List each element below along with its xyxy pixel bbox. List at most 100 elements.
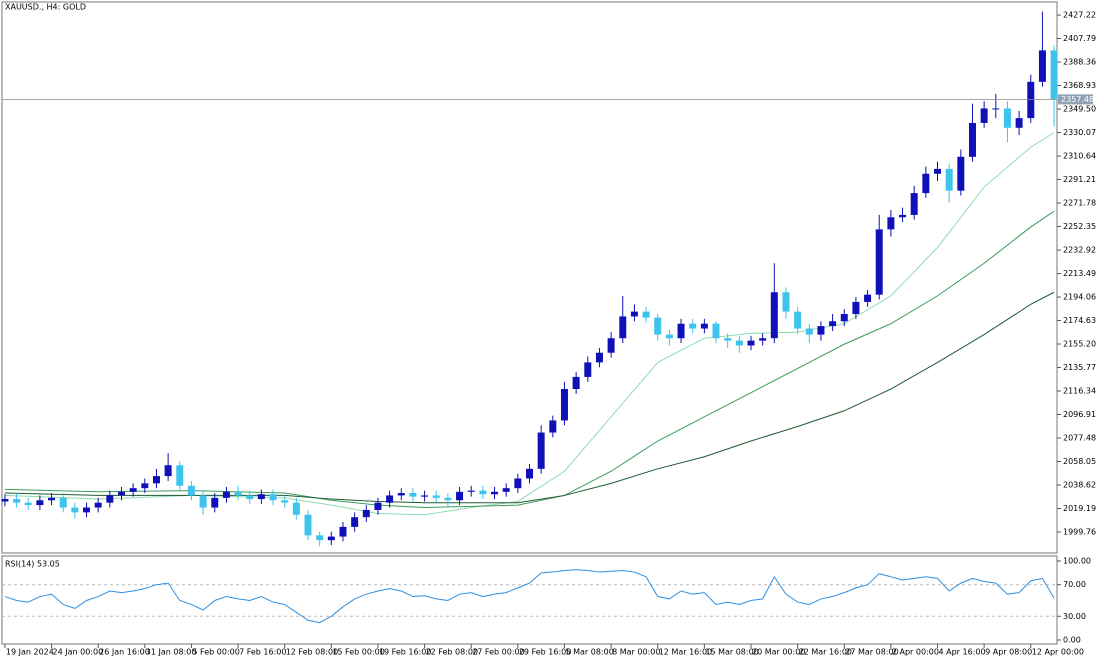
candle-body xyxy=(199,495,207,508)
candle-body xyxy=(117,491,125,496)
y-tick-label: 2213.49 xyxy=(1063,269,1096,278)
candle-body xyxy=(619,316,627,339)
candle-body xyxy=(805,328,813,335)
candle-body xyxy=(432,495,440,498)
y-tick-label: 2330.07 xyxy=(1063,128,1096,137)
y-tick-label: 2291.21 xyxy=(1063,175,1096,184)
candle-body xyxy=(502,488,510,492)
candle-body xyxy=(665,334,673,339)
moving-average xyxy=(4,291,1055,504)
candle-body xyxy=(94,502,102,508)
candle-body xyxy=(1050,50,1058,100)
candle-body xyxy=(759,338,767,341)
candle-body xyxy=(735,340,743,346)
candle-body xyxy=(957,156,965,191)
candle-body xyxy=(945,168,953,191)
candle-body xyxy=(922,173,930,194)
candle-body xyxy=(992,108,1000,110)
candle-body xyxy=(1038,50,1046,82)
x-tick-label: 15 Mar 08:00 xyxy=(705,648,758,657)
candle-body xyxy=(106,495,114,503)
y-tick-label: 2407.79 xyxy=(1063,34,1096,43)
candle-body xyxy=(386,495,394,503)
candle-body xyxy=(724,338,732,341)
candle-body xyxy=(59,497,67,508)
candle-body xyxy=(782,292,790,312)
candle-body xyxy=(164,465,172,477)
candle-body xyxy=(397,493,405,496)
candle-body xyxy=(83,507,91,513)
candle-body xyxy=(677,323,685,339)
candle-body xyxy=(13,499,21,503)
moving-average xyxy=(4,132,1055,516)
y-tick-label: 2019.19 xyxy=(1063,504,1096,513)
x-tick-label: 27 Feb 00:00 xyxy=(472,648,524,657)
candle-body xyxy=(292,502,300,515)
x-tick-label: 15 Feb 00:00 xyxy=(332,648,384,657)
candle-body xyxy=(875,229,883,295)
candle-body xyxy=(968,122,976,157)
candle-body xyxy=(572,376,580,390)
candle-body xyxy=(467,490,475,492)
candle-body xyxy=(607,338,615,353)
candle-body xyxy=(747,340,755,346)
x-tick-label: 12 Mar 16:00 xyxy=(659,648,712,657)
candle-body xyxy=(654,317,662,335)
candle-body xyxy=(339,526,347,537)
y-tick-label: 2427.22 xyxy=(1063,11,1096,20)
candle-body xyxy=(409,493,417,497)
y-tick-label: 2232.92 xyxy=(1063,246,1096,255)
candle-body xyxy=(630,311,638,317)
last-price-box xyxy=(1058,94,1093,105)
chart-title: XAUUSD., H4: GOLD xyxy=(5,3,86,12)
candle-body xyxy=(141,483,149,489)
candle-body xyxy=(817,326,825,335)
y-tick-label: 2388.36 xyxy=(1063,58,1096,67)
rsi-tick-label: 100.00 xyxy=(1063,557,1091,566)
candle-body xyxy=(700,323,708,329)
rsi-title: RSI(14) 53.05 xyxy=(5,560,60,569)
candle-body xyxy=(689,323,697,329)
x-tick-label: 7 Feb 16:00 xyxy=(239,648,286,657)
candle-body xyxy=(316,535,324,541)
candle-body xyxy=(852,301,860,315)
candle-body xyxy=(304,514,312,536)
candle-body xyxy=(514,478,522,489)
y-tick-label: 2096.91 xyxy=(1063,410,1096,419)
x-tick-label: 4 Apr 16:00 xyxy=(939,648,986,657)
x-tick-label: 31 Jan 08:00 xyxy=(146,648,197,657)
candle-body xyxy=(211,497,219,508)
candle-body xyxy=(980,108,988,123)
y-tick-label: 2058.05 xyxy=(1063,457,1096,466)
candle-body xyxy=(1015,118,1023,128)
y-tick-label: 2194.06 xyxy=(1063,293,1096,302)
candle-body xyxy=(1027,81,1035,119)
x-tick-label: 5 Mar 08:00 xyxy=(565,648,613,657)
rsi-panel xyxy=(1,555,1058,645)
candle-body xyxy=(36,500,44,506)
candle-body xyxy=(840,314,848,322)
x-tick-label: 27 Mar 08:00 xyxy=(845,648,898,657)
candle-body xyxy=(234,491,242,496)
candle-body xyxy=(374,502,382,510)
y-tick-label: 2310.64 xyxy=(1063,152,1096,161)
y-tick-label: 2174.63 xyxy=(1063,316,1096,325)
candle-body xyxy=(246,495,254,500)
y-tick-label: 2038.62 xyxy=(1063,481,1096,490)
x-tick-label: 8 Mar 00:00 xyxy=(612,648,660,657)
candle-body xyxy=(934,168,942,174)
y-tick-label: 2135.77 xyxy=(1063,363,1096,372)
y-tick-label: 2116.34 xyxy=(1063,387,1096,396)
moving-average xyxy=(4,210,1055,509)
last-price-label: 2357.48 xyxy=(1061,95,1094,104)
candle-body xyxy=(362,509,370,518)
x-tick-label: 19 Jan 2024 xyxy=(6,648,54,657)
candle-body xyxy=(176,465,184,486)
candle-body xyxy=(1003,108,1011,128)
x-tick-label: 24 Jan 00:00 xyxy=(53,648,104,657)
candle-body xyxy=(584,362,592,377)
x-tick-label: 5 Feb 00:00 xyxy=(192,648,239,657)
candle-body xyxy=(864,294,872,302)
x-tick-label: 22 Feb 08:00 xyxy=(426,648,478,657)
